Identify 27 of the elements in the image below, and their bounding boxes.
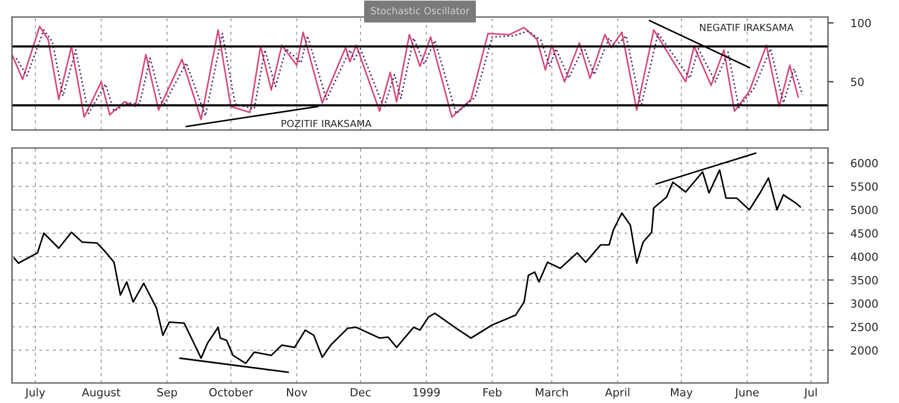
y-tick-label: 3000 <box>851 299 878 308</box>
x-tick-label: April <box>605 388 630 399</box>
x-tick-label: March <box>536 388 568 396</box>
y-tick-label: 4500 <box>850 229 878 238</box>
x-tick-label: June <box>734 388 759 399</box>
y-tick-label: 50 <box>851 78 864 86</box>
x-tick-label: 1999 <box>413 388 440 396</box>
annotation: NEGATIF IRAKSAMA <box>700 24 794 32</box>
y-tick-label: 5000 <box>851 206 878 214</box>
y-tick-label: 3500 <box>851 276 878 284</box>
x-tick-label: May <box>670 388 693 399</box>
x-tick-label: July <box>24 388 46 399</box>
y-tick-label: 2500 <box>851 322 878 332</box>
x-tick-label: Sep <box>157 388 177 399</box>
x-tick-label: October <box>209 388 254 396</box>
y-tick-label: 5500 <box>851 182 878 191</box>
y-tick-label: 100 <box>851 18 871 28</box>
chart-title: Stochastic Oscillator <box>370 6 470 14</box>
x-tick-label: Jul <box>804 388 817 399</box>
y-tick-label: 6000 <box>851 158 878 168</box>
x-tick-label: Feb <box>484 388 502 396</box>
annotation: POZITIF IRAKSAMA <box>282 120 372 128</box>
x-tick-label: Nov <box>286 388 308 396</box>
x-tick-label: Dec <box>350 388 371 396</box>
y-tick-label: 4000 <box>850 252 878 261</box>
x-tick-label: August <box>82 388 120 399</box>
y-tick-label: 2000 <box>851 346 878 355</box>
